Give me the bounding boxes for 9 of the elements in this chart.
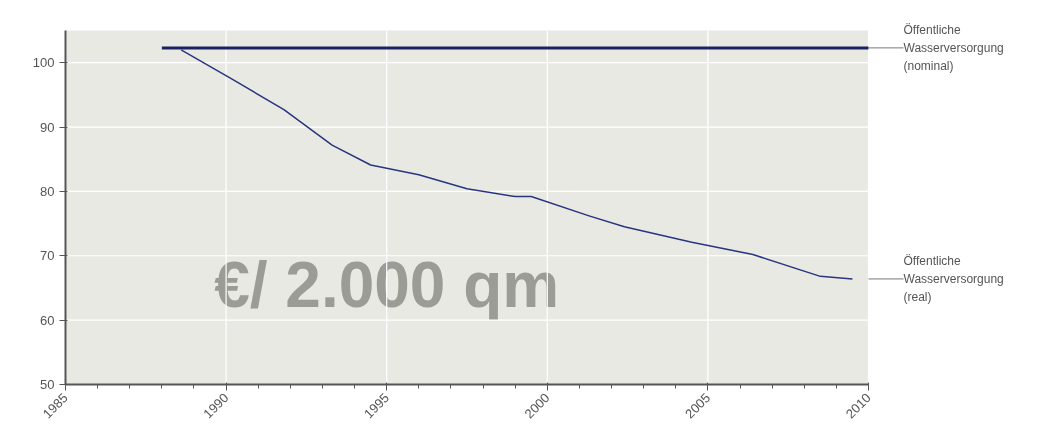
y-tick-label: 70	[40, 248, 55, 264]
text: Öffentliche Wasserversorgung (nominal)	[903, 22, 1004, 74]
y-tick-label: 60	[40, 312, 55, 328]
y-tick-label: 90	[40, 119, 55, 135]
text: Öffentliche Wasserversorgung (real)	[903, 253, 1004, 305]
y-tick-label: 80	[40, 183, 55, 199]
y-tick-label: 100	[32, 55, 55, 71]
y-tick-label: 50	[40, 377, 55, 392]
annotation: €/ 2.000 qm	[214, 248, 560, 321]
